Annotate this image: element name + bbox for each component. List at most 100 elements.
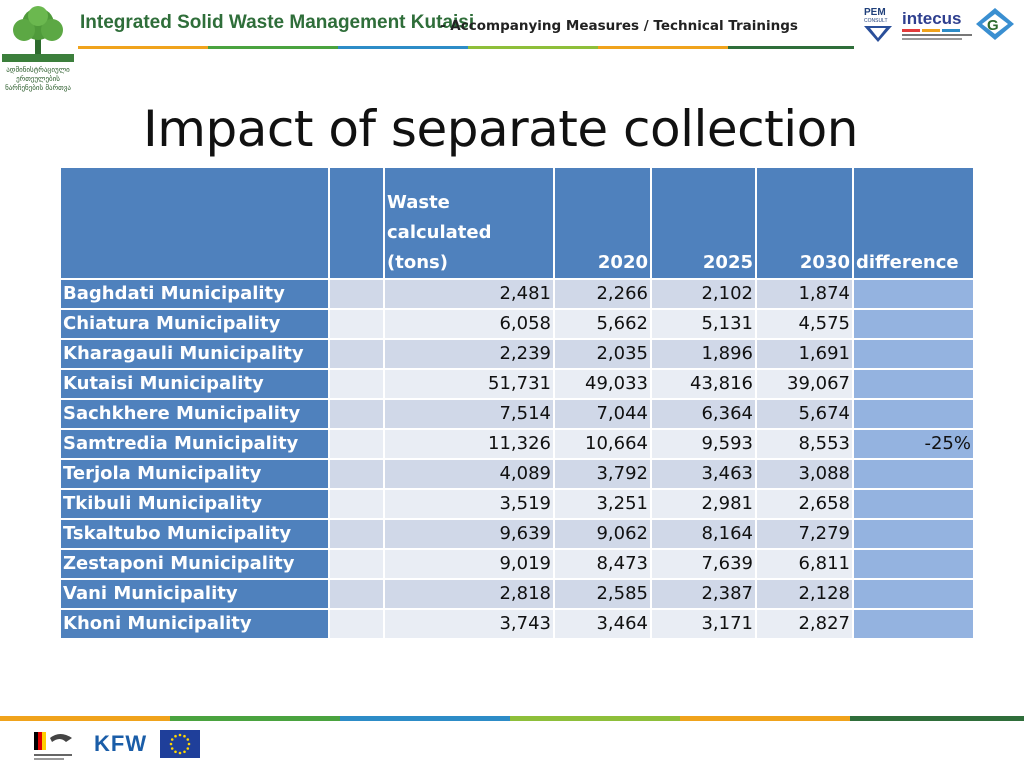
cell-spacer [328,398,385,430]
cell-y2030: 3,088 [755,458,854,490]
cell-y2030: 6,811 [755,548,854,580]
table-row: Zestaponi Municipality 9,019 8,473 7,639 6,8… [59,548,975,580]
cell-y2020: 7,044 [553,398,652,430]
cell-waste: 2,239 [383,338,555,370]
header-waste: Waste calculated (tons) [383,166,555,280]
table-row: Tkibuli Municipality 3,519 3,251 2,981 2,658 [59,488,975,520]
cell-spacer [328,368,385,400]
header-name [59,166,330,280]
cell-difference [852,458,975,490]
cell-y2025: 5,131 [650,308,757,340]
header-2030: 2030 [755,166,854,280]
cell-y2030: 2,128 [755,578,854,610]
cell-y2030: 39,067 [755,368,854,400]
cell-spacer [328,548,385,580]
cell-spacer [328,578,385,610]
table-row: Vani Municipality 2,818 2,585 2,387 2,128 [59,578,975,610]
cell-y2030: 7,279 [755,518,854,550]
cell-spacer [328,518,385,550]
footer-color-stripe [0,716,1024,721]
logo-caption: ადმინისტრაციული ერთეულების ნარჩენების მა… [5,66,71,92]
svg-text:PEM: PEM [864,7,886,18]
kfw-logo: KFW [94,731,148,756]
cell-y2030: 2,658 [755,488,854,520]
cell-y2020: 3,464 [553,608,652,640]
cell-difference [852,578,975,610]
cell-spacer [328,338,385,370]
cell-y2025: 3,171 [650,608,757,640]
cell-y2025: 2,981 [650,488,757,520]
header-color-stripe [78,46,854,49]
cell-name: Tkibuli Municipality [59,488,330,520]
cell-spacer [328,308,385,340]
header-difference: difference [852,166,975,280]
table-row: Kharagauli Municipality 2,239 2,035 1,896 1,… [59,338,975,370]
pem-consult-logo-icon: PEM CONSULT [864,7,892,42]
tree-logo-icon [2,6,74,62]
cell-name: Vani Municipality [59,578,330,610]
header-subtitle: - Accompanying Measures / Technical Trai… [440,18,798,34]
cell-y2020: 9,062 [553,518,652,550]
cell-spacer [328,488,385,520]
cell-y2020: 2,035 [553,338,652,370]
cell-difference [852,398,975,430]
cell-waste: 9,639 [383,518,555,550]
table-row: Khoni Municipality 3,743 3,464 3,171 2,827 [59,608,975,640]
table-row: Terjola Municipality 4,089 3,792 3,463 3,088 [59,458,975,490]
svg-text:intecus: intecus [902,9,962,28]
header-waste-label: Waste calculated (tons) [387,192,492,273]
cell-waste: 51,731 [383,368,555,400]
cell-name: Kharagauli Municipality [59,338,330,370]
cell-spacer [328,458,385,490]
cell-y2020: 8,473 [553,548,652,580]
header-2025: 2025 [650,166,757,280]
cell-y2020: 5,662 [553,308,652,340]
cell-y2025: 7,639 [650,548,757,580]
table-row: Sachkhere Municipality 7,514 7,044 6,364 5,6… [59,398,975,430]
cell-y2025: 8,164 [650,518,757,550]
cell-name: Chiatura Municipality [59,308,330,340]
cell-name: Samtredia Municipality [59,428,330,460]
cell-difference [852,518,975,550]
cell-y2020: 49,033 [553,368,652,400]
cell-y2025: 1,896 [650,338,757,370]
cell-spacer [328,608,385,640]
cell-spacer [328,428,385,460]
cell-name: Zestaponi Municipality [59,548,330,580]
cell-difference: -25% [852,428,975,460]
cell-difference [852,548,975,580]
intecus-logo-icon: intecus [900,8,974,40]
table-header-row: Waste calculated (tons) 2020 2025 2030 d… [59,166,975,280]
svg-text:CONSULT: CONSULT [864,18,888,24]
cell-waste: 3,519 [383,488,555,520]
table-row: Baghdati Municipality 2,481 2,266 2,102 1,87… [59,278,975,310]
cell-waste: 2,481 [383,278,555,310]
cell-difference [852,608,975,640]
cell-spacer [328,278,385,310]
table-row: Chiatura Municipality 6,058 5,662 5,131 4,57… [59,308,975,340]
cell-y2025: 3,463 [650,458,757,490]
bmz-logo-icon [34,732,72,760]
cell-waste: 3,743 [383,608,555,640]
cell-y2030: 4,575 [755,308,854,340]
cell-y2025: 2,102 [650,278,757,310]
cell-name: Terjola Municipality [59,458,330,490]
cell-difference [852,368,975,400]
cell-difference [852,488,975,520]
cell-y2020: 2,585 [553,578,652,610]
cell-y2020: 3,251 [553,488,652,520]
cell-name: Kutaisi Municipality [59,368,330,400]
table-row: Kutaisi Municipality 51,731 49,033 43,816 39… [59,368,975,400]
cell-y2020: 3,792 [553,458,652,490]
cell-y2025: 43,816 [650,368,757,400]
cell-waste: 9,019 [383,548,555,580]
cell-name: Khoni Municipality [59,608,330,640]
cell-y2020: 2,266 [553,278,652,310]
cell-name: Baghdati Municipality [59,278,330,310]
table-row: Tskaltubo Municipality 9,639 9,062 8,164 7,2… [59,518,975,550]
cell-difference [852,308,975,340]
cell-y2025: 2,387 [650,578,757,610]
cell-waste: 7,514 [383,398,555,430]
cell-y2025: 6,364 [650,398,757,430]
g-partner-logo-icon: G [976,8,1014,40]
